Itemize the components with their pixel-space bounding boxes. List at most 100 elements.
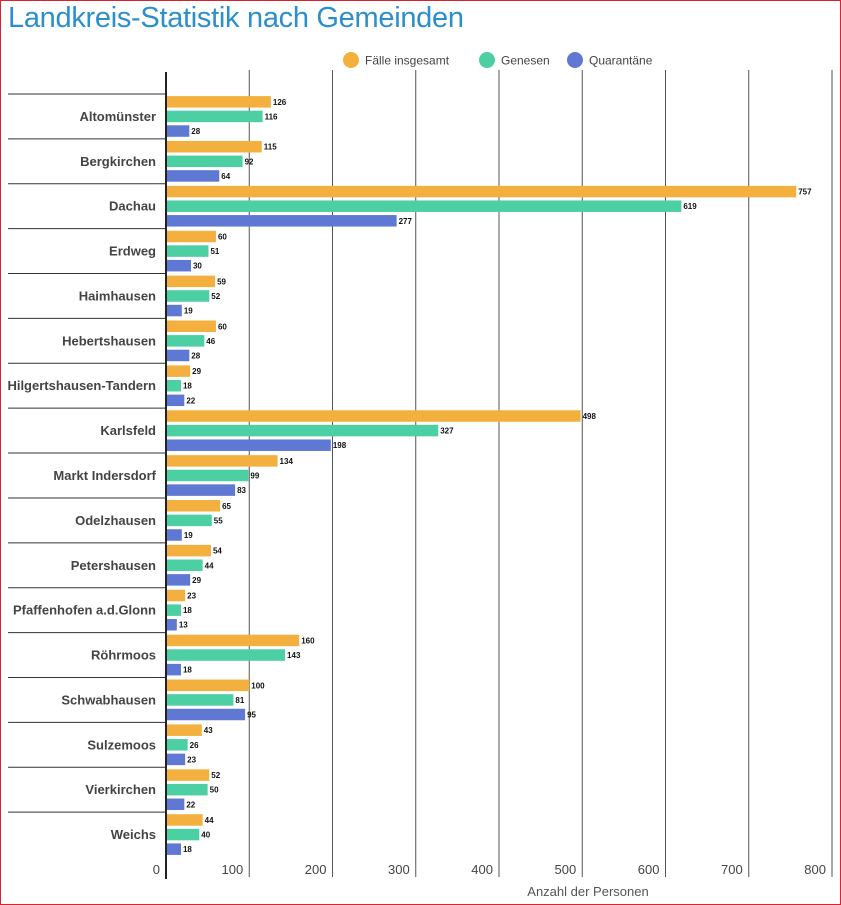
category-label-bergkirchen: Bergkirchen — [80, 154, 156, 169]
category-label-weichs: Weichs — [111, 827, 156, 842]
data-label: 54 — [213, 547, 222, 556]
x-tick-label: 700 — [721, 862, 743, 877]
bar-quarantaene-altomuenster — [166, 125, 190, 137]
x-tick-label: 0 — [153, 862, 160, 877]
data-label: 23 — [187, 592, 196, 601]
x-tick-labels: 0 100 200 300 400 500 600 700 800 — [153, 862, 826, 877]
data-label: 18 — [183, 382, 192, 391]
bar-genesen-bergkirchen — [166, 155, 243, 168]
bar-faelle-insgesamt-roehrmoos — [166, 634, 300, 647]
category-label-sulzemoos: Sulzemoos — [87, 737, 156, 752]
bar-quarantaene-schwabhausen — [166, 708, 246, 721]
data-label: 60 — [218, 322, 227, 331]
bar-genesen-vierkirchen — [166, 783, 208, 796]
data-label: 126 — [273, 98, 287, 107]
data-label: 23 — [187, 755, 196, 764]
legend-item-genesen[interactable]: Genesen — [479, 52, 550, 68]
x-tick-label: 300 — [388, 862, 410, 877]
x-tick-label: 600 — [638, 862, 660, 877]
data-label: 619 — [683, 202, 697, 211]
bar-quarantaene-bergkirchen — [166, 170, 220, 182]
bar-genesen-haimhausen — [166, 290, 210, 302]
data-label: 99 — [250, 472, 259, 481]
legend-item-faelle-insgesamt[interactable]: Fälle insgesamt — [343, 52, 450, 68]
bar-genesen-erdweg — [166, 245, 209, 257]
data-label: 100 — [251, 681, 265, 690]
legend-item-quarantaene[interactable]: Quarantäne — [567, 52, 653, 68]
bar-faelle-insgesamt-vierkirchen — [166, 769, 210, 781]
data-label: 13 — [179, 621, 188, 630]
data-label: 50 — [210, 786, 219, 795]
legend-label: Fälle insgesamt — [365, 54, 450, 68]
legend-label: Genesen — [501, 54, 550, 68]
x-tick-label: 500 — [555, 862, 577, 877]
x-tick-label: 200 — [305, 862, 327, 877]
bar-faelle-insgesamt-haimhausen — [166, 275, 216, 288]
category-label-erdweg: Erdweg — [109, 244, 156, 259]
data-label: 46 — [206, 337, 215, 346]
category-label-hilgertshausen-tandern: Hilgertshausen-Tandern — [7, 378, 156, 393]
category-label-haimhausen: Haimhausen — [79, 288, 156, 303]
bar-genesen-sulzemoos — [166, 739, 188, 751]
legend-swatch — [567, 52, 583, 68]
bar-genesen-petershausen — [166, 559, 203, 572]
bar-faelle-insgesamt-petershausen — [166, 544, 211, 557]
bar-quarantaene-haimhausen — [166, 304, 182, 317]
data-label: 327 — [440, 427, 454, 436]
data-labels: 1261162811592647576192776051305952196046… — [179, 98, 812, 854]
bar-genesen-karlsfeld — [166, 424, 439, 437]
category-labels: Altomünster Bergkirchen Dachau Erdweg Haimha… — [7, 109, 156, 842]
bar-faelle-insgesamt-erdweg — [166, 230, 216, 243]
data-label: 757 — [798, 188, 812, 197]
data-label: 51 — [210, 247, 219, 256]
data-label: 44 — [205, 816, 214, 825]
bar-faelle-insgesamt-bergkirchen — [166, 140, 262, 153]
category-label-odelzhausen: Odelzhausen — [75, 513, 156, 528]
category-label-petershausen: Petershausen — [71, 558, 156, 573]
bar-genesen-hebertshausen — [166, 335, 205, 347]
bar-quarantaene-markt-indersdorf — [166, 484, 236, 496]
data-label: 64 — [221, 172, 230, 181]
category-separators — [8, 93, 166, 813]
data-label: 59 — [217, 277, 226, 286]
data-label: 83 — [237, 486, 246, 495]
category-label-dachau: Dachau — [109, 199, 156, 214]
bar-genesen-hilgertshausen-tandern — [166, 379, 181, 392]
category-label-schwabhausen: Schwabhausen — [61, 692, 156, 707]
data-label: 18 — [183, 606, 192, 615]
bar-quarantaene-odelzhausen — [166, 529, 182, 541]
bar-quarantaene-vierkirchen — [166, 798, 185, 811]
bar-quarantaene-roehrmoos — [166, 663, 181, 676]
bar-faelle-insgesamt-hilgertshausen-tandern — [166, 365, 191, 377]
bar-faelle-insgesamt-markt-indersdorf — [166, 455, 278, 467]
bar-quarantaene-weichs — [166, 843, 181, 855]
legend-swatch — [479, 52, 495, 68]
data-label: 40 — [201, 831, 210, 840]
data-label: 28 — [191, 127, 200, 136]
data-label: 29 — [192, 367, 201, 376]
data-label: 81 — [235, 696, 244, 705]
bar-quarantaene-hebertshausen — [166, 349, 190, 362]
data-label: 277 — [399, 217, 413, 226]
bar-quarantaene-sulzemoos — [166, 753, 186, 766]
bars — [166, 96, 797, 855]
data-label: 134 — [280, 457, 294, 466]
data-label: 19 — [184, 531, 193, 540]
bar-genesen-weichs — [166, 828, 200, 841]
bar-genesen-markt-indersdorf — [166, 469, 249, 482]
bar-genesen-odelzhausen — [166, 514, 212, 527]
data-label: 22 — [186, 800, 195, 809]
bar-quarantaene-karlsfeld — [166, 439, 331, 451]
data-label: 29 — [192, 576, 201, 585]
data-label: 95 — [247, 711, 256, 720]
data-label: 43 — [204, 726, 213, 735]
category-label-altomuenster: Altomünster — [79, 109, 156, 124]
legend[interactable]: Fälle insgesamt Genesen Quarantäne — [343, 52, 653, 68]
bar-genesen-pfaffenhofen-a-d-glonn — [166, 604, 181, 616]
bar-genesen-altomuenster — [166, 110, 263, 123]
bar-faelle-insgesamt-schwabhausen — [166, 679, 250, 692]
data-label: 52 — [211, 771, 220, 780]
bar-quarantaene-hilgertshausen-tandern — [166, 394, 185, 407]
data-label: 143 — [287, 651, 301, 660]
data-label: 55 — [214, 516, 223, 525]
